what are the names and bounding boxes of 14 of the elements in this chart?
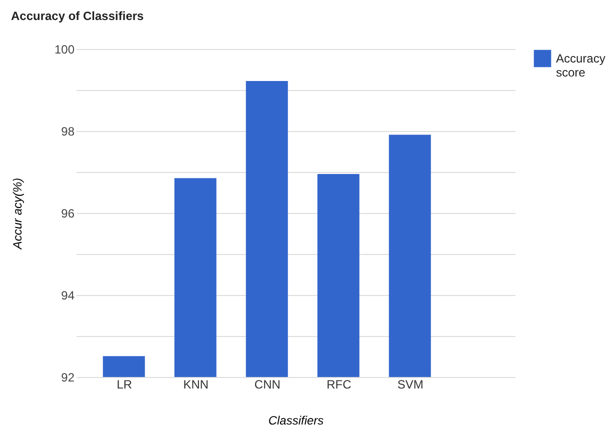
- y-tick-label: 98: [61, 124, 75, 138]
- chart-title: Accuracy of Classifiers: [10, 9, 144, 23]
- x-tick-label: CNN: [254, 378, 280, 392]
- y-tick-label: 96: [61, 206, 75, 220]
- x-tick-label: KNN: [183, 378, 209, 392]
- y-tick-label: 100: [54, 42, 75, 56]
- x-tick-label: LR: [116, 378, 132, 392]
- y-tick-label: 94: [61, 288, 75, 302]
- y-tick-label: 92: [61, 370, 75, 384]
- y-axis-title: Accur acy(%): [10, 178, 24, 250]
- x-tick-label: SVM: [397, 378, 424, 392]
- x-axis-title: Classifiers: [268, 414, 324, 428]
- x-tick-label: RFC: [326, 378, 352, 392]
- legend-label: Accuracy score: [556, 52, 606, 80]
